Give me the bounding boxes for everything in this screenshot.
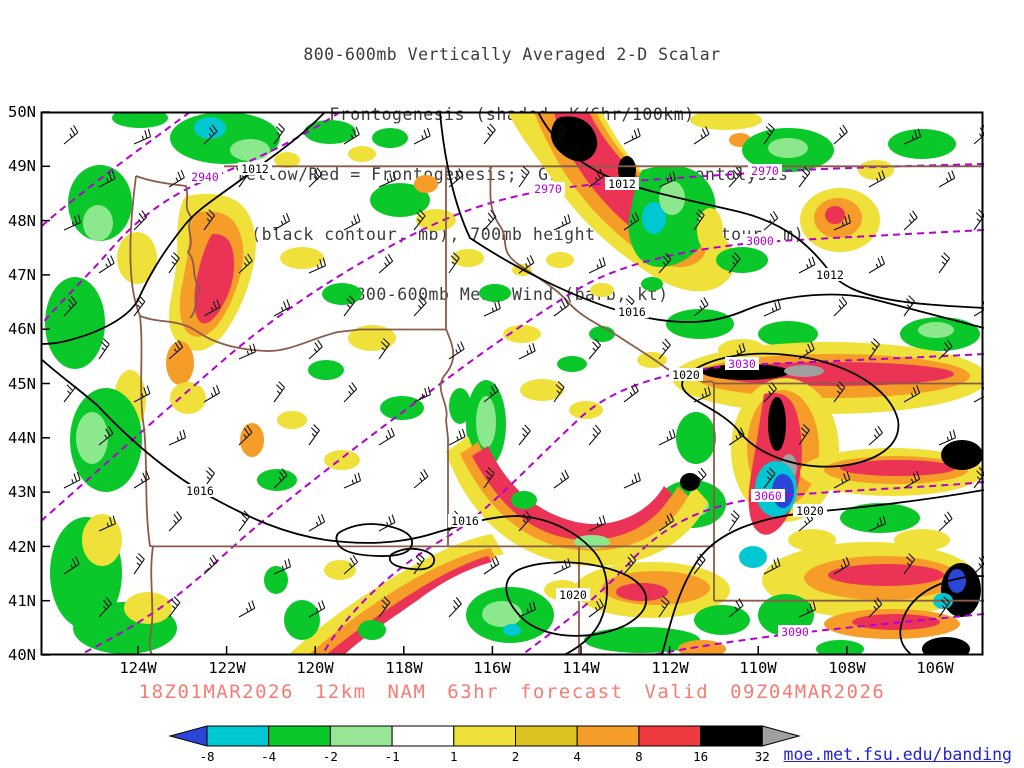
lat-label: 43N <box>8 483 36 501</box>
banding-link[interactable]: moe.met.fsu.edu/banding <box>783 745 1012 764</box>
colorbar-arrow-left <box>168 725 208 747</box>
height-label: 2940 <box>191 170 219 184</box>
lat-label: 45N <box>8 375 36 393</box>
colorbar-label: -2 <box>323 749 338 764</box>
colorbar-segment <box>638 725 702 747</box>
mslp-label: 1016 <box>451 514 479 528</box>
height-label: 2970 <box>751 164 779 178</box>
lon-label: 118W <box>385 659 423 677</box>
forecast-map: 1012 1012 1012 1016 1016 1016 1020 1020 … <box>40 111 984 656</box>
colorbar-label: -8 <box>199 749 214 764</box>
contour-labels: 1012 1012 1012 1016 1016 1016 1020 1020 … <box>183 162 847 639</box>
mslp-label: 1012 <box>816 268 844 282</box>
height-label: 3060 <box>754 489 782 503</box>
lon-label: 106W <box>916 659 954 677</box>
lat-label: 48N <box>8 212 36 230</box>
lon-label: 114W <box>562 659 600 677</box>
mslp-label: 1020 <box>559 588 587 602</box>
lon-label: 112W <box>651 659 689 677</box>
height-label: 3090 <box>781 625 809 639</box>
mslp-contours <box>41 112 984 655</box>
colorbar-label: -4 <box>261 749 276 764</box>
height-label: 3030 <box>728 357 756 371</box>
colorbar-label: 2 <box>512 749 520 764</box>
mslp-label: 1012 <box>608 177 636 191</box>
lon-label: 124W <box>119 659 157 677</box>
colorbar-label: 1 <box>450 749 458 764</box>
colorbar-segment <box>391 725 455 747</box>
height-label: 3000 <box>746 234 774 248</box>
colorbar-arrow-right <box>761 725 801 747</box>
colorbar-segment <box>453 725 516 747</box>
lat-label: 50N <box>8 103 36 121</box>
colorbar: -8 -4 -2 -1 1 2 4 8 16 32 <box>168 725 801 764</box>
mslp-label: 1020 <box>672 368 700 382</box>
colorbar-label: 32 <box>755 749 770 764</box>
mslp-label: 1016 <box>186 484 214 498</box>
lon-label: 120W <box>296 659 334 677</box>
state-borders <box>129 165 984 655</box>
colorbar-segment <box>206 725 270 747</box>
mslp-label: 1012 <box>241 162 269 176</box>
mslp-label: 1016 <box>618 305 646 319</box>
forecast-caption: 18Z01MAR2026 12km NAM 63hr forecast Vali… <box>138 681 886 703</box>
colorbar-segment <box>329 725 393 747</box>
height-label: 2970 <box>534 182 562 196</box>
lat-label: 47N <box>8 266 36 284</box>
axis-ticks <box>42 111 937 656</box>
colorbar-label: 16 <box>693 749 708 764</box>
lat-label: 44N <box>8 429 36 447</box>
lon-label: 108W <box>828 659 866 677</box>
lat-label: 41N <box>8 592 36 610</box>
colorbar-segment <box>576 725 640 747</box>
lat-label: 40N <box>8 646 36 664</box>
colorbar-segment <box>700 725 763 747</box>
lat-label: 49N <box>8 157 36 175</box>
lon-label: 122W <box>208 659 246 677</box>
map-frame <box>40 111 984 656</box>
colorbar-segment <box>515 725 578 747</box>
lon-label: 110W <box>739 659 777 677</box>
colorbar-segment <box>268 725 331 747</box>
height-contours <box>41 112 984 655</box>
colorbar-label: 8 <box>635 749 643 764</box>
colorbar-label: -1 <box>385 749 400 764</box>
lon-label: 116W <box>473 659 511 677</box>
lat-label: 46N <box>8 320 36 338</box>
colorbar-label: 4 <box>573 749 581 764</box>
title-line-1: 800-600mb Vertically Averaged 2-D Scalar <box>303 45 721 64</box>
mslp-label: 1020 <box>796 504 824 518</box>
lat-label: 42N <box>8 538 36 556</box>
